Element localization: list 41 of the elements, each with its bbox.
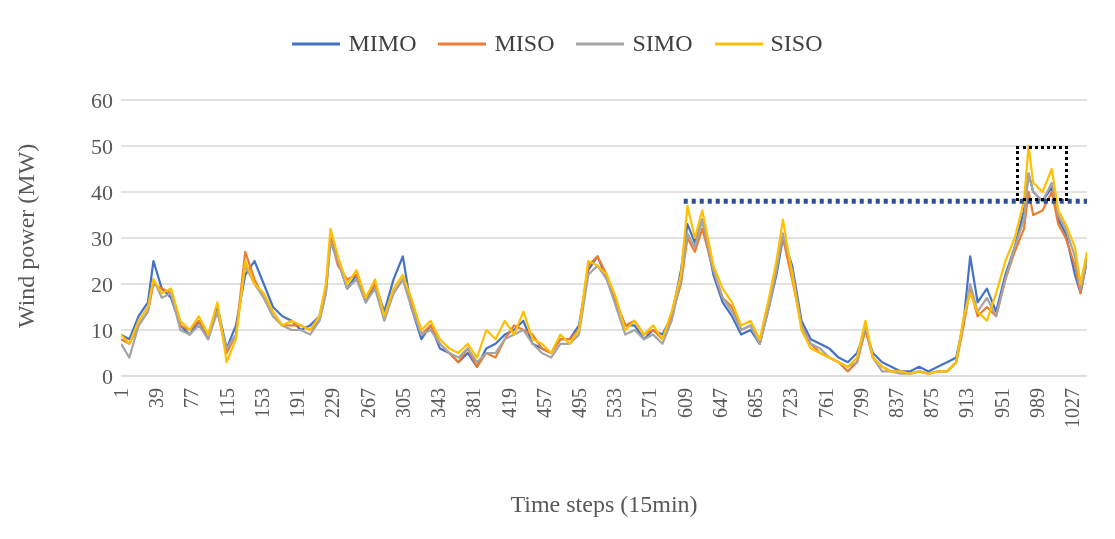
y-tick-label: 0 — [102, 363, 113, 389]
x-tick-label: 343 — [427, 388, 450, 418]
x-tick-label: 951 — [990, 388, 1013, 418]
x-tick-label: 875 — [920, 388, 943, 418]
x-tick-label: 1027 — [1061, 388, 1084, 428]
x-tick-label: 39 — [145, 388, 168, 408]
x-tick-label: 495 — [567, 388, 590, 418]
y-axis-title: Wind power (MW) — [12, 143, 39, 328]
legend-label: SIMO — [631, 30, 693, 57]
x-tick-label: 1 — [110, 388, 132, 398]
x-tick-label: 419 — [497, 388, 520, 418]
x-tick-label: 305 — [391, 388, 414, 418]
x-tick-label: 799 — [849, 388, 872, 418]
x-tick-label: 837 — [885, 388, 908, 418]
y-tick-label: 30 — [91, 225, 113, 251]
x-tick-label: 571 — [638, 388, 661, 418]
x-tick-label: 647 — [708, 388, 731, 418]
legend-label: MISO — [493, 30, 555, 57]
x-tick-label: 77 — [180, 388, 203, 408]
x-tick-label: 381 — [462, 388, 485, 418]
x-tick-label: 609 — [673, 388, 696, 418]
x-tick-label: 913 — [955, 388, 978, 418]
x-tick-label: 761 — [814, 388, 837, 418]
legend-label: MIMO — [347, 30, 417, 57]
x-tick-label: 457 — [532, 388, 555, 418]
x-tick-label: 533 — [603, 388, 626, 418]
y-tick-label: 60 — [91, 87, 113, 113]
x-tick-label: 153 — [250, 388, 273, 418]
x-tick-label: 989 — [1025, 388, 1048, 418]
x-tick-label: 267 — [356, 388, 379, 418]
y-tick-label: 10 — [91, 317, 113, 343]
x-axis-title: Time steps (15min) — [510, 491, 698, 517]
y-tick-label: 50 — [91, 133, 113, 159]
legend-label: SISO — [769, 30, 823, 57]
x-tick-label: 685 — [744, 388, 767, 418]
x-tick-label: 115 — [215, 388, 238, 418]
x-tick-label: 229 — [321, 388, 344, 418]
y-tick-label: 40 — [91, 179, 113, 205]
y-tick-label: 20 — [91, 271, 113, 297]
x-tick-label: 191 — [286, 388, 309, 418]
x-tick-label: 723 — [779, 388, 802, 418]
